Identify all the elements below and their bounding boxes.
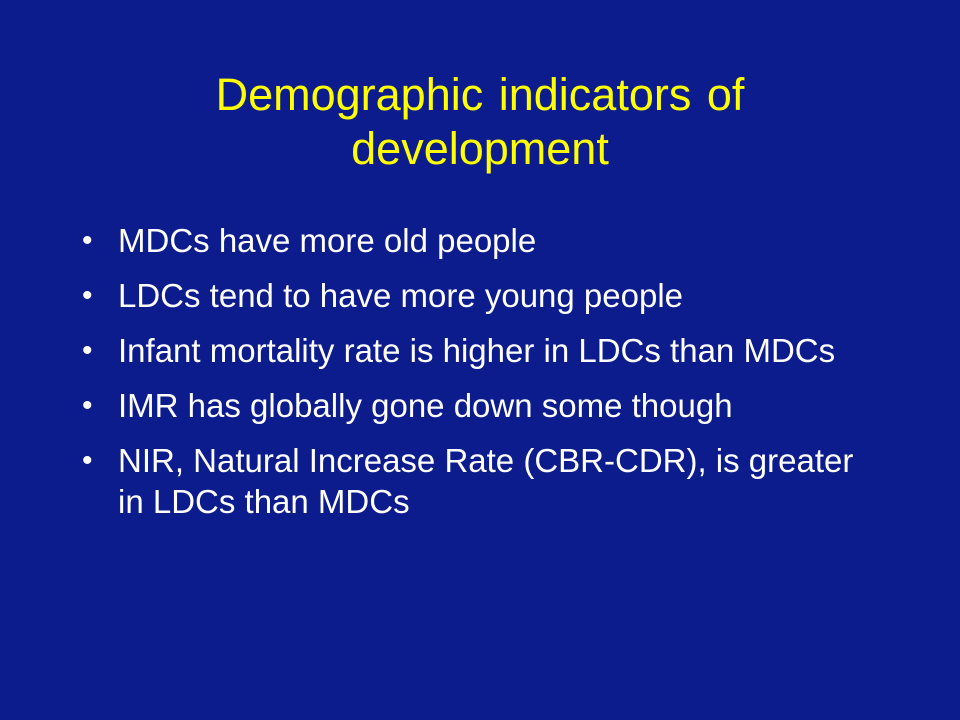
bullet-icon: • xyxy=(82,279,93,312)
bullet-text: MDCs have more old people xyxy=(118,222,537,259)
bullet-item: • NIR, Natural Increase Rate (CBR-CDR), … xyxy=(82,440,882,522)
slide-title: Demographic indicators of development xyxy=(215,69,745,174)
bullet-text: Infant mortality rate is higher in LDCs … xyxy=(118,332,836,369)
bullet-icon: • xyxy=(82,389,93,422)
bullet-item: • MDCs have more old people xyxy=(82,220,882,261)
bullet-item: • IMR has globally gone down some though xyxy=(82,385,882,426)
bullet-item: • Infant mortality rate is higher in LDC… xyxy=(82,330,882,371)
bullet-text: IMR has globally gone down some though xyxy=(118,387,733,424)
bullet-text: LDCs tend to have more young people xyxy=(118,277,684,314)
bullet-text: NIR, Natural Increase Rate (CBR-CDR), is… xyxy=(118,442,854,520)
bullet-icon: • xyxy=(82,334,93,367)
bullet-item: • LDCs tend to have more young people xyxy=(82,275,882,316)
bullet-list: • MDCs have more old people • LDCs tend … xyxy=(82,220,882,536)
bullet-icon: • xyxy=(82,224,93,257)
bullet-icon: • xyxy=(82,444,93,477)
